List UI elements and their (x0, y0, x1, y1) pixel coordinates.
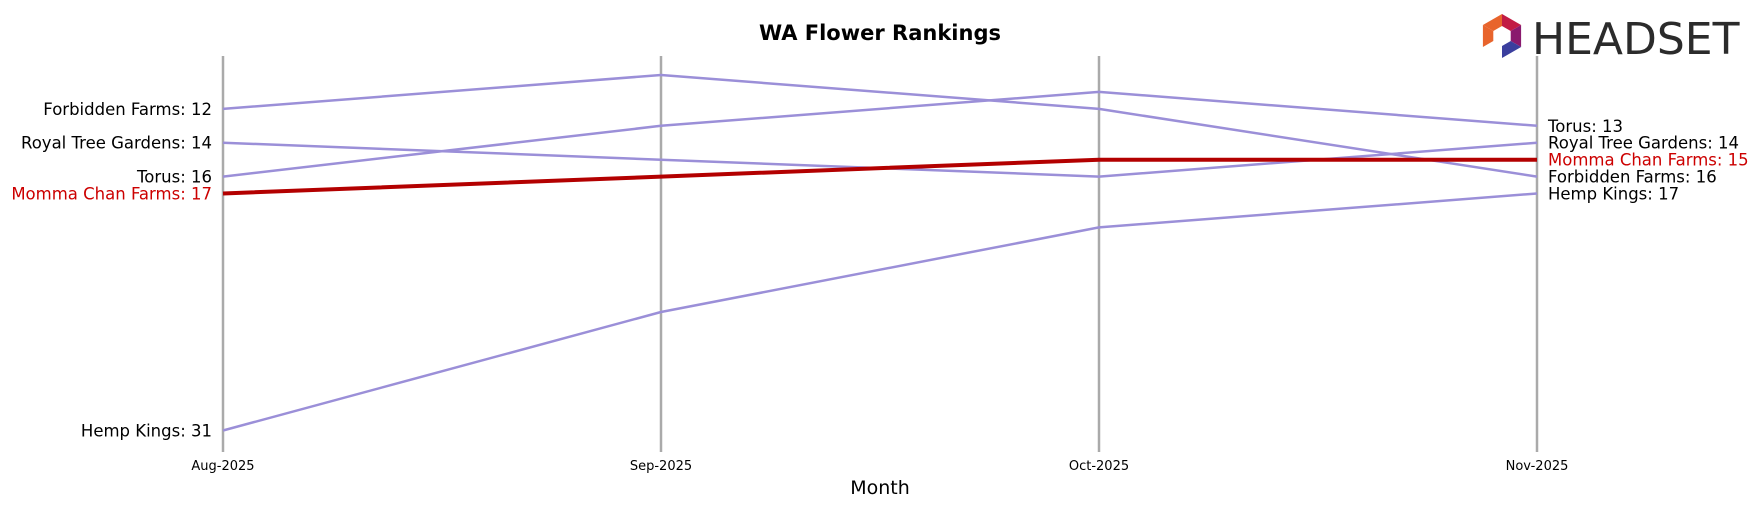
start-label-momma-chan-farms: Momma Chan Farms: 17 (11, 185, 212, 204)
start-label-forbidden-farms: Forbidden Farms: 12 (43, 100, 212, 119)
logo-text: HEADSET (1532, 14, 1740, 65)
headset-logo: HEADSET (1482, 14, 1740, 65)
series-lines (222, 73, 1538, 432)
end-label-hemp-kings: Hemp Kings: 17 (1548, 185, 1679, 204)
end-label-forbidden-farms: Forbidden Farms: 16 (1548, 168, 1717, 187)
logo-segment (1502, 14, 1522, 31)
logo-segment (1482, 25, 1494, 47)
x-tick-label: Nov-2025 (1506, 459, 1569, 474)
start-label-hemp-kings: Hemp Kings: 31 (81, 422, 212, 441)
x-axis-label: Month (850, 477, 910, 499)
x-tick-label: Aug-2025 (191, 459, 254, 474)
end-label-royal-tree-gardens: Royal Tree Gardens: 14 (1548, 134, 1739, 153)
series-line-forbidden-farms (222, 73, 1538, 178)
series-line-hemp-kings (222, 192, 1538, 432)
start-labels: Forbidden Farms: 12 Royal Tree Gardens: 1… (11, 100, 212, 441)
x-tick-labels: Aug-2025 Sep-2025 Oct-2025 Nov-2025 (191, 459, 1568, 474)
end-labels: Forbidden Farms: 16 Royal Tree Gardens: 1… (1547, 117, 1749, 204)
chart-title: WA Flower Rankings (759, 21, 1001, 45)
logo-segment (1482, 14, 1502, 31)
x-tick-label: Sep-2025 (630, 459, 692, 474)
headset-hexagon-icon (1482, 14, 1522, 58)
logo-segment (1510, 25, 1522, 47)
logo-segment (1502, 41, 1522, 58)
series-line-momma-chan-farms (222, 157, 1537, 196)
series-line-torus (222, 90, 1538, 178)
start-label-torus: Torus: 16 (136, 168, 212, 187)
x-tick-label: Oct-2025 (1069, 459, 1129, 474)
end-label-momma-chan-farms: Momma Chan Farms: 15 (1548, 151, 1749, 170)
start-label-royal-tree-gardens: Royal Tree Gardens: 14 (21, 134, 212, 153)
month-gridlines (221, 56, 1539, 452)
end-label-torus: Torus: 13 (1547, 117, 1623, 136)
